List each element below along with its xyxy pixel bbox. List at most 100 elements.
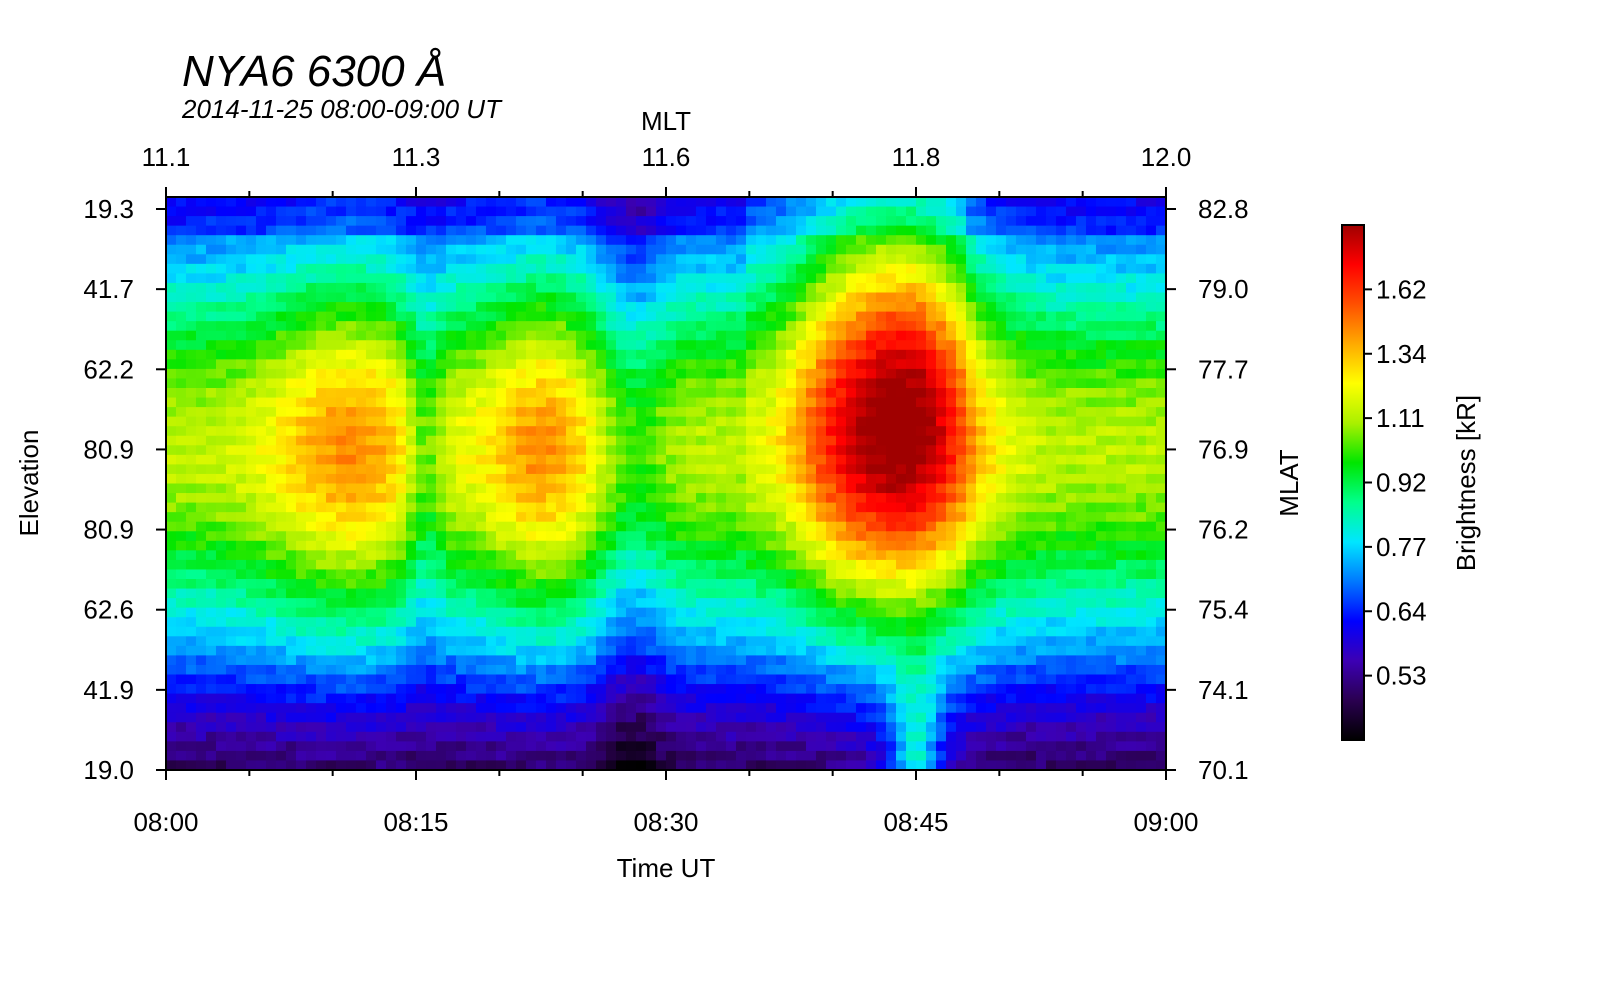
heatmap-cell <box>826 445 837 456</box>
heatmap-cell <box>386 445 397 456</box>
heatmap-cell <box>816 598 827 609</box>
heatmap-cell <box>696 693 707 704</box>
heatmap-cell <box>556 579 567 590</box>
heatmap-cell <box>446 569 457 580</box>
heatmap-cell <box>606 330 617 341</box>
heatmap-cell <box>976 531 987 542</box>
heatmap-cell <box>426 483 437 494</box>
heatmap-cell <box>856 359 867 370</box>
heatmap-cell <box>646 321 657 332</box>
heatmap-cell <box>386 330 397 341</box>
heatmap-cell <box>316 349 327 360</box>
heatmap-cell <box>496 407 507 418</box>
heatmap-cell <box>586 569 597 580</box>
heatmap-cell <box>816 712 827 723</box>
heatmap-cell <box>616 273 627 284</box>
heatmap-cell <box>806 225 817 236</box>
heatmap-cell <box>636 760 647 770</box>
heatmap-cell <box>576 483 587 494</box>
heatmap-cell <box>376 244 387 255</box>
heatmap-cell <box>196 197 207 208</box>
heatmap-cell <box>496 617 507 628</box>
heatmap-cell <box>776 330 787 341</box>
heatmap-cell <box>306 416 317 427</box>
heatmap-cell <box>316 512 327 523</box>
heatmap-cell <box>846 282 857 294</box>
heatmap-cell <box>826 760 837 770</box>
heatmap-cell <box>706 731 717 742</box>
heatmap-cell <box>566 235 577 246</box>
heatmap-cell <box>966 197 977 208</box>
heatmap-cell <box>946 340 957 351</box>
heatmap-cell <box>826 225 837 236</box>
heatmap-cell <box>596 703 607 714</box>
heatmap-cell <box>976 712 987 723</box>
heatmap-cell <box>556 569 567 580</box>
heatmap-cell <box>586 531 597 542</box>
heatmap-cell <box>896 454 907 465</box>
heatmap-cell <box>726 206 737 217</box>
heatmap-cell <box>246 731 257 742</box>
heatmap-cell <box>186 292 197 303</box>
heatmap-cell <box>766 579 777 590</box>
heatmap-cell <box>936 579 947 590</box>
heatmap-cell <box>766 750 777 762</box>
heatmap-cell <box>756 397 767 408</box>
heatmap-cell <box>356 340 367 351</box>
heatmap-cell <box>756 540 767 551</box>
heatmap-cell <box>276 483 287 494</box>
heatmap-cell <box>966 636 977 647</box>
heatmap-cell <box>366 693 377 704</box>
heatmap-cell <box>756 445 767 456</box>
heatmap-cell <box>556 722 567 733</box>
heatmap-cell <box>806 636 817 647</box>
heatmap-cell <box>356 636 367 647</box>
heatmap-cell <box>876 559 887 571</box>
heatmap-cell <box>536 617 547 628</box>
heatmap-cell <box>826 569 837 580</box>
heatmap-cell <box>376 464 387 475</box>
heatmap-cell <box>626 263 637 274</box>
heatmap-cell <box>616 722 627 733</box>
heatmap-cell <box>846 607 857 618</box>
heatmap-cell <box>636 273 647 284</box>
heatmap-cell <box>166 540 177 551</box>
heatmap-cell <box>666 292 677 303</box>
heatmap-cell <box>736 225 747 236</box>
heatmap-cell <box>336 722 347 733</box>
heatmap-cell <box>576 311 587 322</box>
heatmap-cell <box>316 760 327 770</box>
heatmap-cell <box>566 216 577 227</box>
heatmap-cell <box>926 493 937 504</box>
heatmap-cell <box>166 750 177 762</box>
heatmap-cell <box>816 636 827 647</box>
heatmap-cell <box>966 378 977 389</box>
heatmap-cell <box>926 311 937 322</box>
heatmap-cell <box>556 407 567 418</box>
heatmap-cell <box>576 512 587 523</box>
heatmap-cell <box>356 617 367 628</box>
heatmap-cell <box>326 588 337 599</box>
heatmap-cell <box>456 617 467 628</box>
heatmap-cell <box>716 263 727 274</box>
heatmap-cell <box>816 235 827 246</box>
heatmap-cell <box>816 750 827 762</box>
heatmap-cell <box>576 760 587 770</box>
heatmap-cell <box>376 216 387 227</box>
heatmap-cell <box>356 579 367 590</box>
heatmap-cell <box>536 197 547 208</box>
heatmap-cell <box>656 741 667 752</box>
heatmap-cell <box>246 569 257 580</box>
heatmap-cell <box>536 454 547 465</box>
heatmap-cell <box>646 693 657 704</box>
heatmap-cell <box>596 197 607 208</box>
heatmap-cell <box>796 225 807 236</box>
heatmap-cell <box>256 311 267 322</box>
heatmap-cell <box>856 416 867 427</box>
heatmap-cell <box>936 254 947 265</box>
heatmap-cell <box>806 349 817 360</box>
heatmap-cell <box>226 235 237 246</box>
heatmap-cell <box>886 368 897 380</box>
heatmap-cell <box>166 569 177 580</box>
heatmap-cell <box>986 321 997 332</box>
